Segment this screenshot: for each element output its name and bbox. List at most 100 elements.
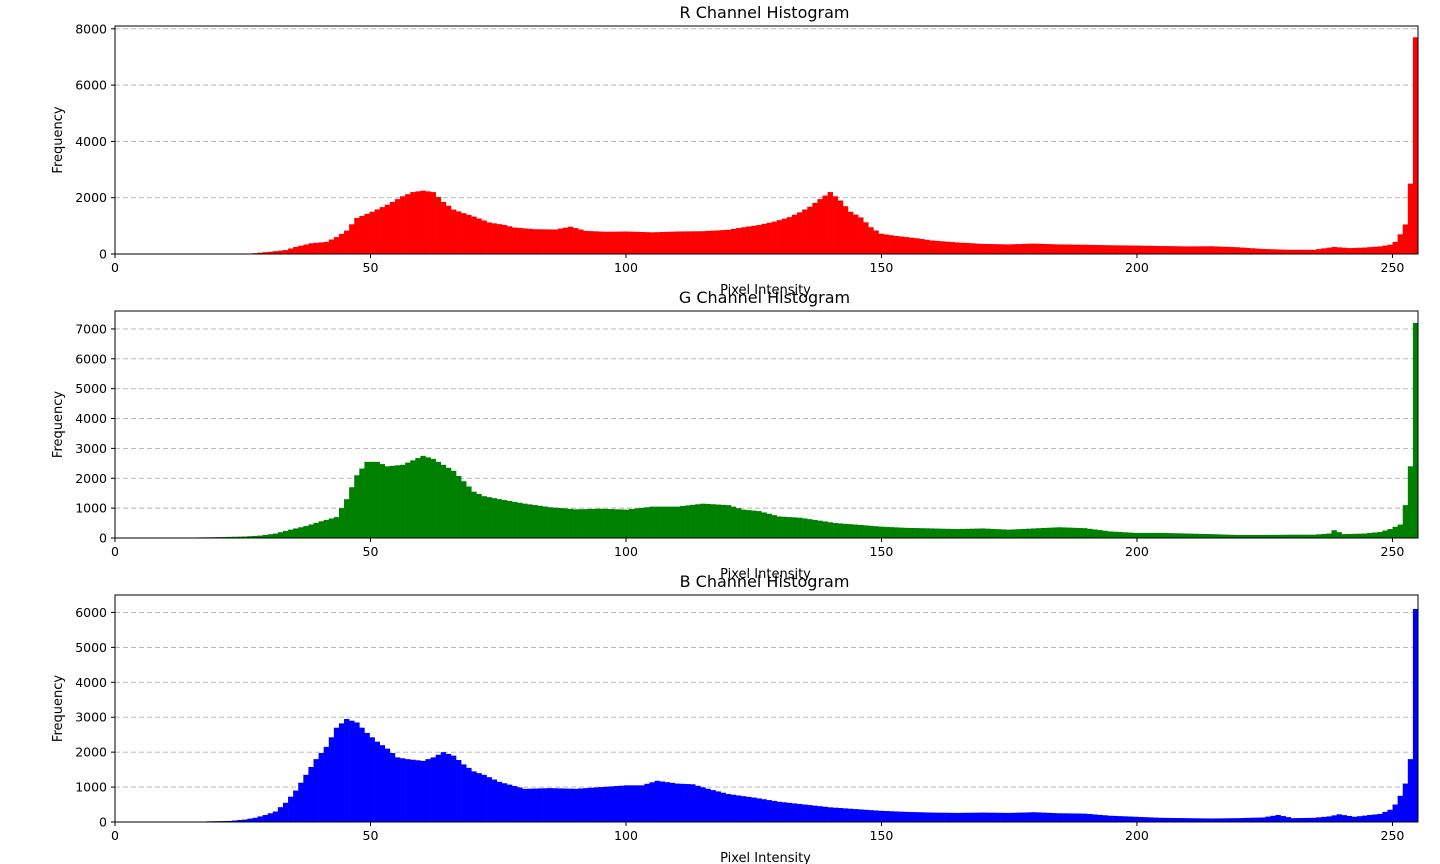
b-axes-frame (114, 594, 1419, 823)
b-bar (1097, 814, 1103, 822)
b-bar (623, 785, 630, 822)
g-bar (1214, 534, 1220, 538)
g-bar (766, 513, 772, 538)
b-bar (914, 812, 920, 822)
r-bar (1199, 246, 1205, 254)
r-bar (1402, 224, 1409, 254)
g-bar (751, 510, 757, 538)
r-bar (1107, 245, 1113, 254)
g-x-tick-label: 0 (111, 544, 119, 559)
g-bar (578, 509, 584, 538)
g-bar (1178, 533, 1185, 538)
b-bar (226, 820, 233, 822)
b-bar (939, 812, 945, 822)
g-bar (690, 504, 696, 538)
g-bar (430, 458, 436, 538)
g-bar (1387, 529, 1393, 538)
b-bar (761, 799, 767, 822)
b-bar (618, 785, 625, 822)
b-bar (1005, 812, 1012, 822)
b-bar (776, 801, 783, 822)
g-bar (267, 534, 274, 538)
b-bar (1341, 815, 1348, 822)
r-x-tick-label: 150 (870, 260, 894, 275)
r-bar (1387, 244, 1393, 254)
g-bar (369, 461, 375, 538)
b-bar (445, 753, 452, 822)
r-bar (1071, 244, 1078, 254)
b-bar (832, 807, 839, 822)
g-bar (323, 519, 330, 538)
b-bar (822, 806, 828, 822)
g-bar (1127, 532, 1134, 538)
r-bar (934, 240, 940, 254)
g-bar (1204, 534, 1210, 538)
r-bar (634, 231, 640, 254)
g-bar (242, 536, 248, 538)
r-bar (501, 225, 508, 254)
g-bar (1270, 534, 1276, 538)
g-bar (822, 521, 828, 538)
b-bar (893, 811, 900, 822)
b-bar (629, 785, 635, 822)
b-bar (1000, 812, 1007, 822)
r-bar (588, 231, 594, 254)
g-y-tick-label: 1000 (75, 501, 107, 516)
b-bar (1244, 817, 1251, 822)
g-bar (802, 518, 808, 538)
r-bar (323, 241, 330, 254)
r-bar (1026, 243, 1032, 254)
b-bar (695, 785, 701, 822)
b-bar (1367, 815, 1373, 822)
g-bar (328, 518, 335, 538)
b-bar (781, 802, 788, 822)
r-bar (985, 243, 991, 254)
r-bar (1143, 245, 1149, 254)
r-bar (975, 243, 981, 254)
g-bar (1122, 532, 1129, 538)
b-bar (583, 788, 589, 822)
g-bar (674, 506, 681, 538)
b-bar (430, 757, 436, 822)
r-bar (924, 239, 930, 254)
g-bar (914, 528, 920, 538)
b-bar (766, 800, 772, 822)
r-bar (1000, 244, 1007, 254)
b-bar (919, 812, 925, 822)
b-bar (995, 812, 1001, 822)
r-bar (1015, 244, 1022, 254)
b-x-tick-label: 0 (111, 828, 119, 843)
r-bar (954, 242, 961, 254)
r-bar (786, 217, 793, 254)
g-bar (735, 508, 742, 538)
g-bar (639, 507, 645, 538)
b-bar (1336, 814, 1342, 822)
g-bar (1275, 534, 1281, 538)
b-bar (985, 812, 991, 822)
r-bar (1163, 246, 1169, 254)
r-bar (919, 238, 925, 254)
g-bar (1158, 532, 1164, 538)
r-bar (1250, 248, 1256, 254)
g-bar (1331, 530, 1337, 538)
b-bar (517, 787, 523, 822)
b-bar (1306, 817, 1312, 822)
b-bar (308, 767, 314, 822)
r-bar (593, 231, 599, 254)
g-bar (1082, 528, 1088, 538)
r-axes-frame (114, 25, 1419, 255)
r-bar (537, 229, 543, 254)
g-bar (669, 506, 676, 538)
b-bar (1311, 817, 1317, 822)
r-bar (944, 241, 951, 254)
b-bar (1377, 813, 1383, 822)
r-bar (1020, 243, 1027, 254)
r-bar (486, 222, 492, 254)
g-bar (272, 533, 279, 538)
g-y-tick-label: 7000 (75, 321, 107, 336)
b-bar (725, 794, 732, 822)
g-bar (593, 508, 599, 538)
b-bar (1026, 812, 1032, 822)
g-bar (1041, 527, 1047, 538)
g-bar (1229, 534, 1236, 538)
